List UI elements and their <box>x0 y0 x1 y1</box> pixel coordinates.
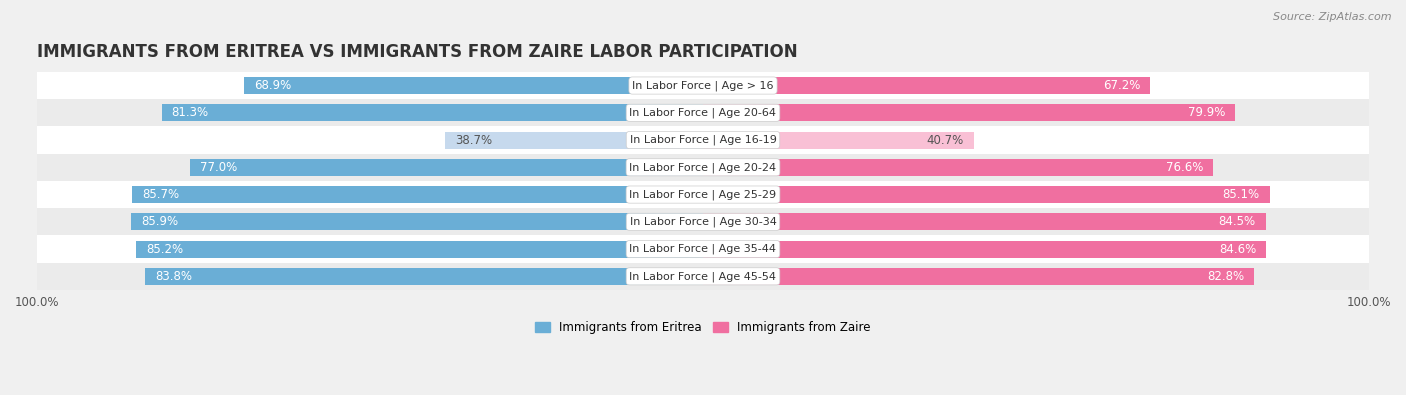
Text: In Labor Force | Age > 16: In Labor Force | Age > 16 <box>633 80 773 91</box>
Bar <box>245 77 703 94</box>
Bar <box>145 268 703 285</box>
Text: Source: ZipAtlas.com: Source: ZipAtlas.com <box>1274 12 1392 22</box>
Text: 38.7%: 38.7% <box>456 134 492 147</box>
Bar <box>446 132 703 149</box>
Text: 68.9%: 68.9% <box>254 79 291 92</box>
Text: 82.8%: 82.8% <box>1208 270 1244 283</box>
Bar <box>703 241 1267 258</box>
Bar <box>703 159 1213 176</box>
Text: 85.9%: 85.9% <box>141 215 179 228</box>
Text: In Labor Force | Age 25-29: In Labor Force | Age 25-29 <box>630 189 776 200</box>
Text: In Labor Force | Age 20-64: In Labor Force | Age 20-64 <box>630 107 776 118</box>
Bar <box>37 99 1369 126</box>
Text: In Labor Force | Age 45-54: In Labor Force | Age 45-54 <box>630 271 776 282</box>
Text: 76.6%: 76.6% <box>1166 161 1204 174</box>
Text: 67.2%: 67.2% <box>1104 79 1140 92</box>
Text: In Labor Force | Age 30-34: In Labor Force | Age 30-34 <box>630 216 776 227</box>
Text: In Labor Force | Age 35-44: In Labor Force | Age 35-44 <box>630 244 776 254</box>
Text: In Labor Force | Age 16-19: In Labor Force | Age 16-19 <box>630 135 776 145</box>
Text: 85.1%: 85.1% <box>1222 188 1260 201</box>
Bar <box>37 154 1369 181</box>
Bar <box>162 104 703 121</box>
Bar <box>37 126 1369 154</box>
Text: 84.5%: 84.5% <box>1219 215 1256 228</box>
Bar <box>703 104 1234 121</box>
Bar <box>190 159 703 176</box>
Text: In Labor Force | Age 20-24: In Labor Force | Age 20-24 <box>630 162 776 173</box>
Bar <box>703 268 1254 285</box>
Text: 84.6%: 84.6% <box>1219 243 1256 256</box>
Text: 83.8%: 83.8% <box>155 270 193 283</box>
Bar <box>37 235 1369 263</box>
Bar <box>37 72 1369 99</box>
Text: 85.7%: 85.7% <box>142 188 180 201</box>
Bar <box>131 213 703 230</box>
Text: 79.9%: 79.9% <box>1188 106 1225 119</box>
Bar <box>37 208 1369 235</box>
Text: 40.7%: 40.7% <box>927 134 965 147</box>
Text: 85.2%: 85.2% <box>146 243 183 256</box>
Text: 77.0%: 77.0% <box>201 161 238 174</box>
Bar <box>703 186 1270 203</box>
Text: IMMIGRANTS FROM ERITREA VS IMMIGRANTS FROM ZAIRE LABOR PARTICIPATION: IMMIGRANTS FROM ERITREA VS IMMIGRANTS FR… <box>37 43 797 61</box>
Bar <box>703 77 1150 94</box>
Text: 81.3%: 81.3% <box>172 106 209 119</box>
Bar <box>37 263 1369 290</box>
Bar <box>136 241 703 258</box>
Bar <box>703 132 974 149</box>
Bar <box>703 213 1265 230</box>
Bar <box>37 181 1369 208</box>
Bar <box>132 186 703 203</box>
Legend: Immigrants from Eritrea, Immigrants from Zaire: Immigrants from Eritrea, Immigrants from… <box>536 321 870 334</box>
